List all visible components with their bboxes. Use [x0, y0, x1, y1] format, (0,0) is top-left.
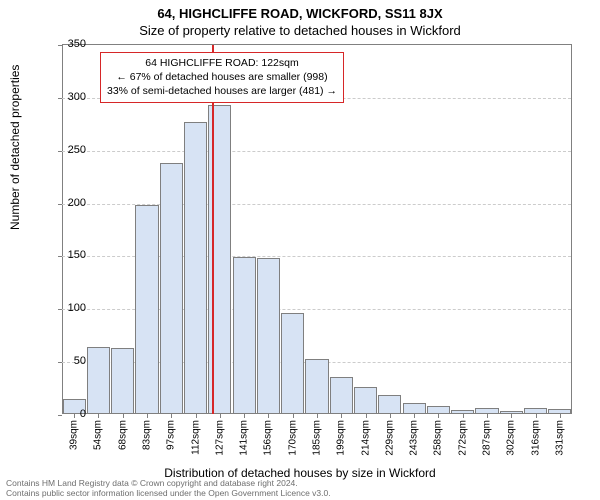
annotation-line2: ← 67% of detached houses are smaller (99… — [107, 70, 337, 84]
xtick-mark — [147, 414, 148, 418]
xtick-label: 97sqm — [166, 420, 177, 450]
xtick-label: 316sqm — [530, 420, 541, 456]
xtick-label: 83sqm — [142, 420, 153, 450]
xtick-mark — [98, 414, 99, 418]
bar — [305, 359, 328, 414]
chart-area: 64 HIGHCLIFFE ROAD: 122sqm ← 67% of deta… — [62, 44, 572, 414]
bar — [403, 403, 426, 414]
ytick-label: 200 — [46, 197, 86, 209]
ytick-label: 250 — [46, 144, 86, 156]
xtick-mark — [317, 414, 318, 418]
xtick-label: 258sqm — [433, 420, 444, 456]
bar — [87, 347, 110, 414]
ytick-label: 100 — [46, 302, 86, 314]
bar — [160, 163, 183, 414]
xtick-label: 331sqm — [554, 420, 565, 456]
grid-line — [62, 151, 571, 152]
bar — [111, 348, 134, 414]
bar — [330, 377, 353, 414]
bar — [281, 313, 304, 414]
xtick-label: 272sqm — [457, 420, 468, 456]
xtick-mark — [511, 414, 512, 418]
xtick-label: 127sqm — [214, 420, 225, 456]
xtick-mark — [463, 414, 464, 418]
footer-line2: Contains public sector information licen… — [6, 488, 331, 498]
bar — [233, 257, 256, 415]
bar — [257, 258, 280, 414]
ytick-label: 150 — [46, 249, 86, 261]
xtick-mark — [536, 414, 537, 418]
y-axis-label: Number of detached properties — [8, 65, 22, 230]
xtick-label: 214sqm — [360, 420, 371, 456]
xtick-mark — [196, 414, 197, 418]
ytick-label: 0 — [46, 408, 86, 420]
xtick-mark — [414, 414, 415, 418]
xtick-label: 229sqm — [384, 420, 395, 456]
xtick-mark — [293, 414, 294, 418]
xtick-label: 185sqm — [312, 420, 323, 456]
xtick-label: 170sqm — [287, 420, 298, 456]
ytick-label: 300 — [46, 91, 86, 103]
ytick-label: 350 — [46, 38, 86, 50]
annotation-box: 64 HIGHCLIFFE ROAD: 122sqm ← 67% of deta… — [100, 52, 344, 103]
bar — [427, 406, 450, 414]
xtick-mark — [560, 414, 561, 418]
xtick-label: 112sqm — [190, 420, 201, 455]
footer: Contains HM Land Registry data © Crown c… — [6, 478, 331, 498]
xtick-mark — [268, 414, 269, 418]
bar — [135, 205, 158, 414]
xtick-mark — [171, 414, 172, 418]
xtick-label: 141sqm — [239, 420, 250, 456]
xtick-label: 243sqm — [409, 420, 420, 456]
bar — [378, 395, 401, 414]
title-sub: Size of property relative to detached ho… — [0, 21, 600, 38]
xtick-mark — [366, 414, 367, 418]
footer-line1: Contains HM Land Registry data © Crown c… — [6, 478, 331, 488]
xtick-mark — [390, 414, 391, 418]
ytick-label: 50 — [46, 355, 86, 367]
xtick-mark — [341, 414, 342, 418]
bar — [354, 387, 377, 414]
title-main: 64, HIGHCLIFFE ROAD, WICKFORD, SS11 8JX — [0, 0, 600, 21]
annotation-line1: 64 HIGHCLIFFE ROAD: 122sqm — [107, 56, 337, 70]
xtick-mark — [487, 414, 488, 418]
xtick-label: 199sqm — [336, 420, 347, 456]
xtick-label: 39sqm — [69, 420, 80, 450]
bar — [184, 122, 207, 414]
xtick-mark — [438, 414, 439, 418]
xtick-mark — [123, 414, 124, 418]
xtick-label: 287sqm — [482, 420, 493, 456]
xtick-label: 68sqm — [117, 420, 128, 450]
xtick-label: 156sqm — [263, 420, 274, 456]
xtick-mark — [244, 414, 245, 418]
annotation-line3: 33% of semi-detached houses are larger (… — [107, 84, 337, 98]
xtick-mark — [220, 414, 221, 418]
xtick-label: 302sqm — [506, 420, 517, 456]
xtick-label: 54sqm — [93, 420, 104, 450]
